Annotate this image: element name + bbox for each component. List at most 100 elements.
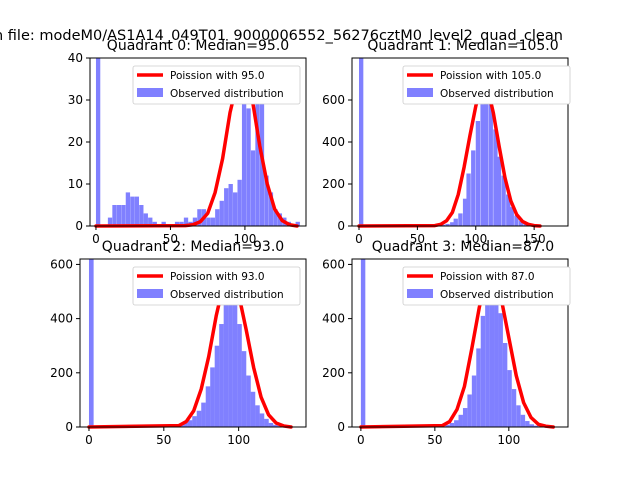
quadrant-2-hist-bar-15 [232,299,238,427]
quadrant-3-hist-bar-16 [502,343,508,427]
quadrant-1-title: Quadrant 1: Median=105.0 [367,38,558,54]
quadrant-3-hist-bar-8 [467,394,472,427]
quadrant-1-hist-bar-21 [514,215,519,226]
quadrant-1-hist-bar-9 [462,198,468,226]
quadrant-0-hist-bar-11 [152,221,157,226]
quadrant-1-hist-bar-7 [453,218,458,226]
quadrant-1-xtick-label-0: 0 [355,232,363,246]
quadrant-0-hist-bar-35 [273,209,278,226]
quadrant-1-hist-bar-10 [466,173,471,226]
quadrant-0-legend-line-label: Poission with 95.0 [170,70,265,82]
quadrant-1-xtick-label-2: 100 [464,232,487,246]
quadrant-0-hist-bar-9 [143,213,148,226]
quadrant-3-hist-bar-20 [520,414,526,427]
quadrant-2-hist-bar-20 [255,405,260,427]
quadrant-3-ytick-label-0: 0 [337,420,345,434]
quadrant-2-hist-bar-21 [259,413,265,427]
quadrant-2-hist-bar-8 [201,402,206,427]
quadrant-0-ytick-label-3: 30 [68,93,83,107]
quadrant-0-hist-bar-18 [197,209,202,226]
quadrant-0-hist-bar-5 [125,192,131,226]
quadrant-0-xtick-label-2: 100 [233,232,256,246]
quadrant-2-hist-bar-9 [205,386,211,427]
quadrant-1-legend-hist-label: Observed distribution [440,88,554,100]
quadrant-2-legend-hist-label: Observed distribution [170,289,284,301]
quadrant-1-hist-bar-20 [509,207,514,226]
quadrant-0-ytick-label-2: 20 [68,135,83,149]
quadrant-1-ytick-label-3: 600 [322,93,345,107]
quadrant-1-hist-bar-8 [458,213,463,226]
quadrant-0-hist-bar-26 [233,192,238,226]
quadrant-2-legend-hist-swatch [137,289,163,298]
quadrant-2-hist-bar-12 [219,324,224,427]
quadrant-3-hist-bar-6 [458,414,463,427]
quadrant-0-hist-bar-31 [255,91,260,226]
quadrant-1-hist-bar-18 [501,175,506,226]
quadrant-2-hist-bar-14 [228,275,233,427]
quadrant-3-xtick-label-1: 50 [427,433,442,447]
quadrant-3-hist-bar-0 [360,259,366,427]
quadrant-1-panel: 0 50 100 150 0 200 400 600 Quadrant 1: Median=1… [322,38,571,246]
quadrant-1-hist-bar-17 [496,156,502,226]
quadrant-3-legend-line-label: Poission with 87.0 [440,271,535,283]
quadrant-3-ytick-label-1: 200 [322,366,345,380]
quadrant-2-hist-bar-4 [183,422,188,427]
quadrant-3-ytick-label-3: 600 [322,257,345,271]
quadrant-3-hist-bar-7 [462,408,468,427]
quadrant-3-axes-frame [351,258,569,428]
quadrant-1-hist-bar-11 [471,150,476,226]
quadrant-0-hist-bar-23 [219,200,224,226]
quadrant-0-hist-bar-29 [246,108,251,226]
quadrant-1-ytick-label-1: 200 [322,177,345,191]
quadrant-2-hist-bar-7 [196,410,202,427]
quadrant-0-hist-bar-22 [215,209,220,226]
quadrant-0-ytick-label-4: 40 [68,51,83,65]
quadrant-0-hist-bar-15 [183,217,189,226]
quadrant-2-hist-bar-0 [88,259,94,427]
quadrant-2-hist-bar-6 [192,416,197,427]
quadrant-1-hist-bar-4 [440,224,446,226]
quadrant-2-hist-bar-24 [273,424,278,427]
quadrant-1-hist-bar-15 [488,100,493,226]
quadrant-0-hist-bar-20 [206,217,211,226]
quadrant-3-hist-bar-12 [485,283,490,427]
quadrant-0-hist-bar-30 [250,150,256,226]
quadrant-0-legend [132,65,301,105]
quadrant-1-hist-bar-12 [475,121,481,226]
quadrant-1-hist-bar-16 [493,129,498,226]
quadrant-1-xtick-label-3: 150 [523,232,546,246]
quadrant-1-legend-line-label: Poission with 105.0 [440,70,541,82]
quadrant-0-hist-bar-33 [264,175,269,226]
quadrant-0-legend-hist-swatch [137,88,163,97]
quadrant-3-hist-bar-11 [480,315,486,427]
quadrant-0-hist-bar-39 [295,221,300,226]
quadrant-1-ytick-label-0: 0 [337,219,345,233]
quadrant-3-hist-bar-22 [529,424,534,427]
quadrant-0-hist-bar-34 [268,192,274,226]
quadrant-3-hist-bar-23 [533,425,539,427]
quadrant-2-legend-line-label: Poission with 93.0 [170,271,265,283]
quadrant-2-ytick-label-3: 600 [50,257,73,271]
quadrant-3-plot: 0 50 100 0 200 400 600 [322,257,569,447]
quadrant-3-hist-bar-19 [516,405,521,427]
quadrant-2-ytick-label-0: 0 [65,420,73,434]
quadrant-2-ytick-label-1: 200 [50,366,73,380]
quadrant-1-hist-bar-6 [450,222,455,226]
quadrant-1-legend-hist-swatch [407,88,433,97]
quadrant-2-hist-bar-25 [277,425,283,427]
quadrant-1-hist-bar-14 [483,87,489,227]
quadrant-0-hist-bar-8 [139,205,144,226]
quadrant-0-xtick-label-0: 0 [92,232,100,246]
quadrant-1-hist-bar-5 [445,223,450,226]
quadrant-1-hist-bar-19 [506,194,511,226]
quadrant-0-hist-bar-2 [112,205,117,226]
quadrant-2-hist-bar-18 [246,375,251,427]
quadrant-3-title: Quadrant 3: Median=87.0 [372,239,554,255]
quadrant-0-title: Quadrant 0: Median=95.0 [107,38,289,54]
quadrant-3-xtick-label-2: 100 [497,433,520,447]
quadrant-2-hist-bar-11 [214,345,220,427]
quadrant-1-hist-bar-22 [518,220,524,226]
quadrant-0-hist-bar-0 [95,58,101,226]
quadrant-0-hist-bar-25 [228,184,233,226]
